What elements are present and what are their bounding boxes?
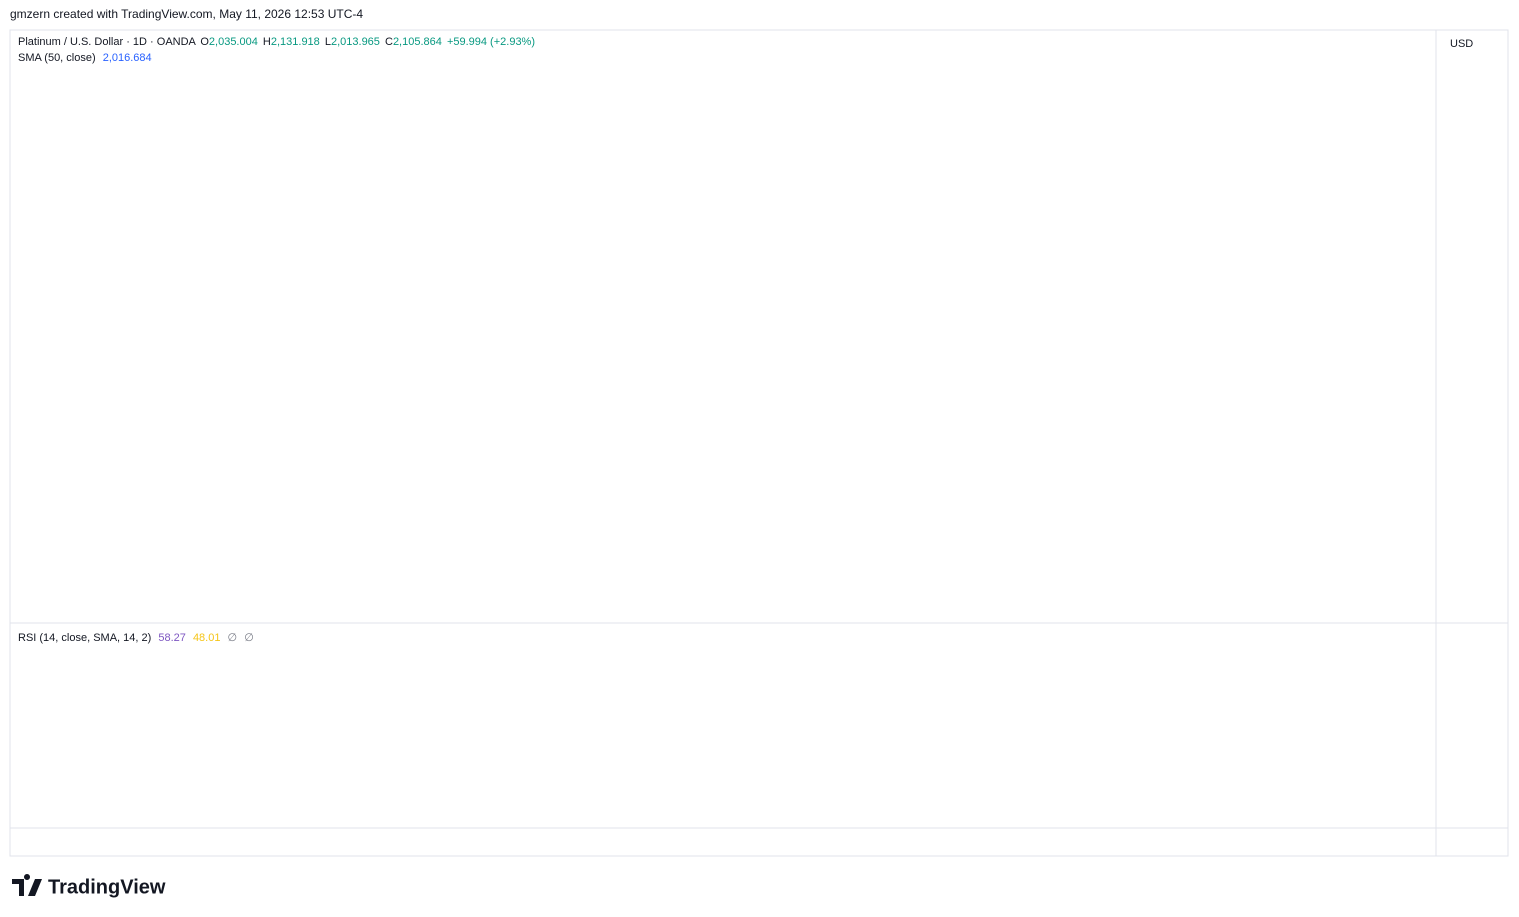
sma-name: SMA (50, close) bbox=[18, 52, 96, 64]
brand-logo bbox=[12, 873, 42, 896]
rsi-extra: ∅ bbox=[228, 632, 238, 644]
header: gmzern created with TradingView.com, May… bbox=[10, 7, 363, 21]
rsi-value: 58.27 bbox=[158, 632, 186, 644]
frame bbox=[9, 29, 1509, 857]
brand: TradingView bbox=[48, 876, 166, 898]
legend-value: 2,131.918 bbox=[271, 36, 320, 48]
rsi-ma-value: 48.01 bbox=[193, 632, 221, 644]
currency-label: USD bbox=[1450, 38, 1473, 50]
rsi-legend: RSI (14, close, SMA, 14, 2) 58.27 48.01 … bbox=[18, 632, 254, 644]
rsi-title: RSI (14, close, SMA, 14, 2) bbox=[18, 632, 151, 644]
logo-icon bbox=[12, 873, 42, 896]
sma-legend: SMA (50, close) 2,016.684 bbox=[18, 52, 152, 64]
legend-value: 2,105.864 bbox=[393, 36, 442, 48]
legend: Platinum / U.S. Dollar · 1D · OANDA O2,0… bbox=[18, 36, 535, 48]
legend-key: L bbox=[325, 36, 331, 48]
legend-key: C bbox=[385, 36, 393, 48]
legend-key: H bbox=[263, 36, 271, 48]
legend-symbol: Platinum / U.S. Dollar · 1D · OANDA bbox=[18, 36, 197, 48]
legend-value: 2,035.004 bbox=[209, 36, 258, 48]
legend-key: O bbox=[200, 36, 209, 48]
sma-value: 2,016.684 bbox=[103, 52, 152, 64]
rsi-extra: ∅ bbox=[244, 632, 254, 644]
legend-value: 2,013.965 bbox=[331, 36, 380, 48]
legend-change: +59.994 (+2.93%) bbox=[447, 36, 535, 48]
